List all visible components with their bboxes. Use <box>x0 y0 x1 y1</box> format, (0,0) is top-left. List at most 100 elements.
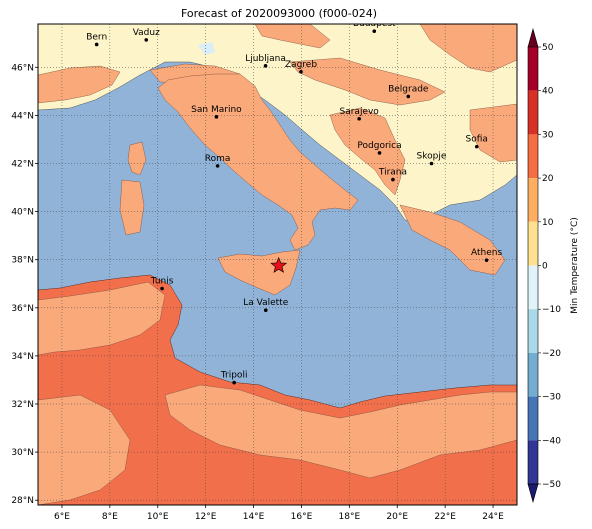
star-marker-icon <box>270 256 288 273</box>
city-label: Podgorica <box>357 141 401 151</box>
north-africa-mild-tunisia <box>38 281 166 356</box>
city-label: Tunis <box>150 277 174 287</box>
colorbar-tick-label: 10 <box>542 218 554 228</box>
city-label: Belgrade <box>388 84 429 94</box>
city-label: Ljubljana <box>245 54 286 64</box>
colorbar-tick-label: 30 <box>542 130 554 140</box>
city-dot <box>429 161 434 166</box>
city-label: San Marino <box>191 105 242 115</box>
city-label: Roma <box>205 154 231 164</box>
city-label: La Valette <box>243 298 288 308</box>
colorbar-segment <box>528 90 538 135</box>
city-dot <box>232 380 236 385</box>
city-label: Tripoli <box>220 371 248 381</box>
colorbar: 50 40 30 20 10 0 −10 −20 −30 −40 −50 Min Temperatur… <box>527 27 580 504</box>
lat-tick-label: 38°N <box>11 256 34 266</box>
lat-tick-label: 34°N <box>11 352 34 362</box>
city-label: Bern <box>86 32 107 42</box>
colorbar-segment <box>528 396 538 441</box>
city-label: Athens <box>471 248 502 258</box>
city-dot <box>299 70 303 74</box>
colorbar-segment <box>528 47 538 91</box>
city-label: Skopje <box>417 151 447 161</box>
city-dot <box>372 29 377 34</box>
colorbar-extend-bottom <box>527 483 539 504</box>
lon-tick-label: 6°E <box>54 512 70 522</box>
city-dot <box>484 258 489 262</box>
mild-land-greece <box>399 204 506 276</box>
city-dot <box>474 144 479 149</box>
city-dot <box>94 42 99 47</box>
mild-land-northeast <box>419 24 517 73</box>
lon-tick-label: 16°E <box>291 512 313 522</box>
mild-land-bulgaria <box>469 103 517 163</box>
lat-tick-label: 40°N <box>11 208 34 218</box>
colorbar-segment <box>528 178 538 222</box>
city-dot <box>160 286 164 291</box>
city-label: Sarajevo <box>340 107 380 117</box>
grid-lines <box>38 24 517 505</box>
colorbar-extend-top <box>527 27 539 48</box>
lon-tick-label: 24°E <box>482 512 504 522</box>
colorbar-title: Min Temperature (°C) <box>570 217 580 314</box>
lat-tick-label: 44°N <box>11 111 34 121</box>
lat-tick-label: 46°N <box>11 63 34 73</box>
city-dot <box>144 38 149 42</box>
mild-land-pannonia <box>289 57 446 106</box>
city-dot <box>406 94 411 99</box>
axis-ticks: 6°E 8°E 10°E 12°E 14°E 16°E 18°E 20°E 22°E 24°E 28… <box>11 63 504 522</box>
city-label: Vaduz <box>133 28 160 38</box>
mild-land-balkans <box>329 107 406 196</box>
map-frame <box>37 23 518 506</box>
colorbar-segment <box>528 352 538 397</box>
mild-land-north-strip <box>254 24 331 49</box>
city-dot <box>263 308 268 312</box>
lat-tick-label: 30°N <box>11 448 34 458</box>
colorbar-segment <box>528 309 538 353</box>
colorbar-tick-label: 20 <box>542 174 554 184</box>
colorbar-tick-label: −10 <box>542 305 561 315</box>
city-label: Tirana <box>378 168 407 178</box>
lon-tick-label: 8°E <box>102 512 118 522</box>
colorbar-tick-label: −50 <box>542 480 561 490</box>
lon-tick-label: 22°E <box>434 512 456 522</box>
figure-title: Forecast of 2020093000 (f000-024) <box>181 7 377 20</box>
italy-land <box>157 73 359 251</box>
lon-tick-label: 18°E <box>339 512 361 522</box>
colorbar-tick-label: −20 <box>542 349 561 359</box>
city-label: Sofia <box>466 135 488 145</box>
city-dot <box>391 177 395 182</box>
lat-tick-label: 32°N <box>11 400 34 410</box>
lon-tick-label: 14°E <box>243 512 265 522</box>
colorbar-segment <box>528 265 538 310</box>
colorbar-tick-label: 50 <box>542 43 554 53</box>
city-dot <box>215 164 220 168</box>
city-label: Zagreb <box>285 60 317 70</box>
event-marker <box>270 256 288 273</box>
sardinia-land <box>119 179 145 236</box>
colorbar-segment <box>528 440 538 484</box>
city-dot <box>377 151 382 155</box>
colorbar-tick-label: 0 <box>542 262 548 272</box>
colorbar-segment <box>528 134 538 179</box>
city-dot <box>214 115 219 119</box>
north-africa-mild-west <box>38 394 131 505</box>
lat-tick-label: 36°N <box>11 304 34 314</box>
lat-tick-label: 28°N <box>11 496 34 506</box>
lon-tick-label: 10°E <box>147 512 169 522</box>
colorbar-tick-label: 40 <box>542 87 554 97</box>
city-dot <box>263 64 268 68</box>
cold-pocket-alps <box>198 42 215 55</box>
lon-tick-label: 12°E <box>195 512 217 522</box>
city-dot <box>357 116 361 121</box>
colorbar-tick-label: −40 <box>542 436 561 446</box>
city-label: Budapest <box>353 19 396 29</box>
lat-tick-label: 42°N <box>11 159 34 169</box>
colorbar-segment <box>528 221 538 266</box>
colorbar-tick-label: −30 <box>542 393 561 403</box>
corsica-land <box>127 141 147 176</box>
